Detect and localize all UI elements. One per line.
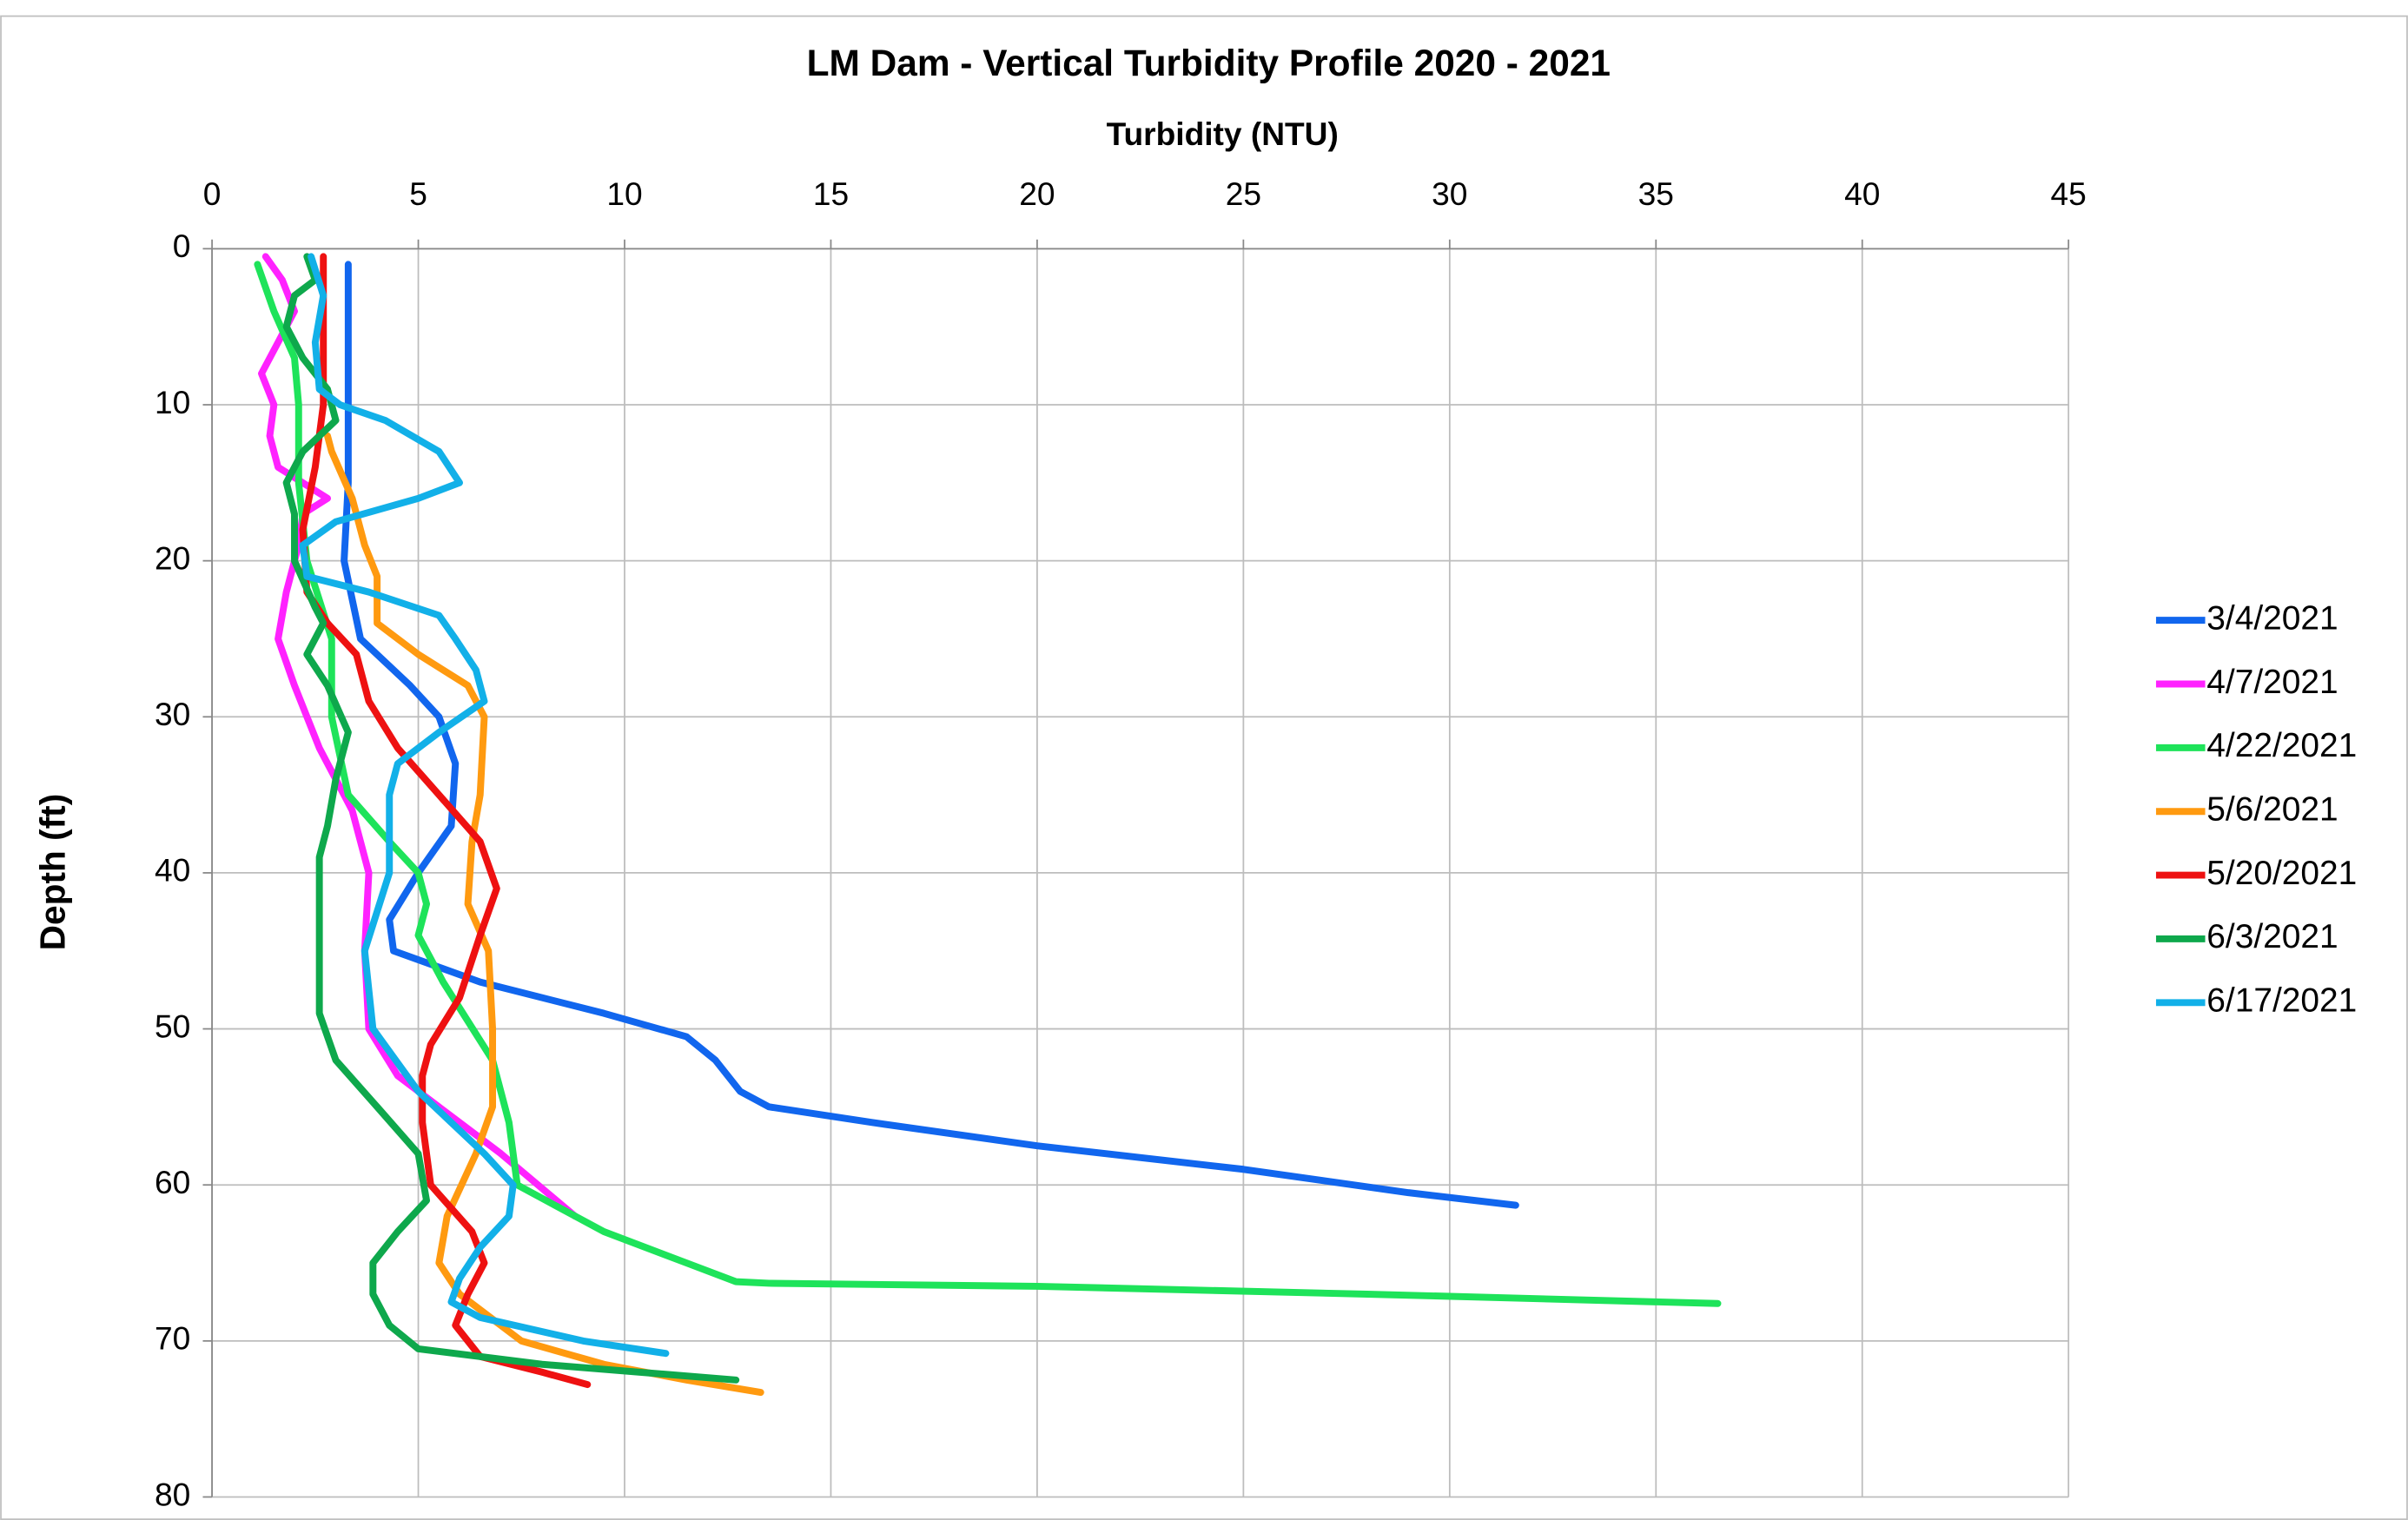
chart-title: LM Dam - Vertical Turbidity Profile 2020…	[807, 43, 1611, 83]
legend-label: 3/4/2021	[2206, 599, 2338, 637]
y-axis-label: Depth (ft)	[33, 794, 73, 951]
y-tick-label: 50	[155, 1008, 190, 1044]
data-line	[258, 253, 579, 1220]
y-tick-label: 10	[155, 384, 190, 420]
legend-label: 4/22/2021	[2206, 727, 2357, 764]
data-line	[299, 253, 670, 1358]
x-tick-label: 40	[1844, 175, 1880, 212]
x-tick-label: 0	[203, 175, 222, 212]
data-line	[299, 253, 592, 1389]
legend-label: 4/7/2021	[2206, 664, 2338, 701]
legend-label: 5/20/2021	[2206, 855, 2357, 892]
x-tick-label: 5	[409, 175, 427, 212]
y-tick-label: 30	[155, 696, 190, 732]
legend-label: 5/6/2021	[2206, 790, 2338, 828]
y-tick-label: 40	[155, 852, 190, 889]
legend-label: 6/17/2021	[2206, 982, 2357, 1020]
data-line	[324, 432, 764, 1397]
x-tick-label: 45	[2051, 175, 2087, 212]
legend-label: 6/3/2021	[2206, 918, 2338, 955]
y-tick-label: 0	[173, 228, 191, 264]
data-line	[341, 261, 1519, 1209]
x-tick-label: 35	[1638, 175, 1674, 212]
x-tick-label: 25	[1226, 175, 1261, 212]
x-tick-label: 15	[813, 175, 849, 212]
y-tick-label: 20	[155, 539, 190, 576]
y-tick-label: 70	[155, 1320, 190, 1357]
x-tick-label: 30	[1432, 175, 1467, 212]
y-tick-label: 80	[155, 1476, 190, 1512]
chart-frame	[0, 15, 2408, 1520]
plot-area: 0 5 10 15 20 25 30 35 40 45 0 10 20 30 40 50 60 70 80 3/4/2…	[155, 175, 2357, 1512]
y-tick-label: 60	[155, 1164, 190, 1200]
x-tick-label: 20	[1019, 175, 1055, 212]
x-axis-label: Turbidity (NTU)	[1107, 116, 1339, 152]
data-line	[254, 261, 1722, 1307]
x-tick-label: 10	[606, 175, 642, 212]
